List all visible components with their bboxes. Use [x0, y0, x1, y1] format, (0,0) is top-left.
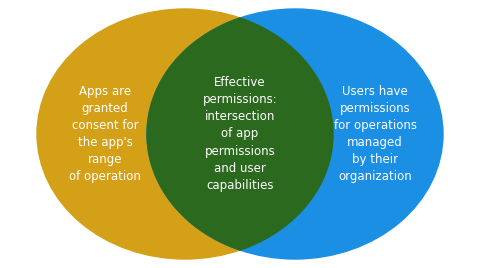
Text: Effective
permissions:
intersection
of app
permissions
and user
capabilities: Effective permissions: intersection of a…	[203, 76, 277, 192]
Ellipse shape	[37, 9, 333, 259]
Text: Users have
permissions
for operations
managed
by their
organization: Users have permissions for operations ma…	[334, 85, 417, 183]
Ellipse shape	[147, 9, 443, 259]
Polygon shape	[147, 18, 333, 250]
Text: Apps are
granted
consent for
the app's
range
of operation: Apps are granted consent for the app's r…	[69, 85, 141, 183]
